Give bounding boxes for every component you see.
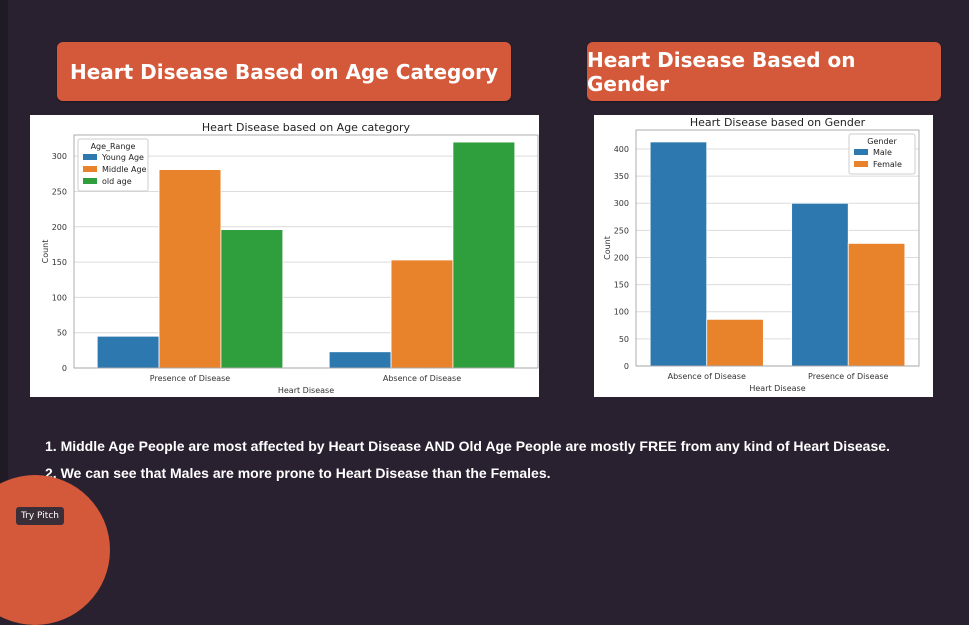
y-tick-label: 200 <box>52 223 67 232</box>
x-axis-label: Heart Disease <box>278 386 334 395</box>
chart-title: Heart Disease based on Gender <box>690 116 866 129</box>
chart-title: Heart Disease based on Age category <box>202 121 411 134</box>
legend-label: Young Age <box>101 153 144 162</box>
bar-young-age <box>328 351 392 369</box>
y-tick-label: 0 <box>62 364 67 373</box>
y-tick-label: 100 <box>52 293 67 302</box>
insight-2: 2. We can see that Males are more prone … <box>45 465 551 481</box>
legend-label: Middle Age <box>102 165 147 174</box>
bar-female <box>706 318 764 367</box>
insights-list: 1. Middle Age People are most affected b… <box>45 437 890 491</box>
bar-middle-age <box>390 259 454 369</box>
bar-male <box>649 141 708 367</box>
bar-male <box>791 202 849 367</box>
bar-female <box>847 242 906 367</box>
y-tick-label: 50 <box>619 335 629 344</box>
y-axis-label: Count <box>603 236 612 260</box>
bar-middle-age <box>158 169 222 369</box>
y-tick-label: 100 <box>614 308 629 317</box>
plot-frame <box>73 134 539 369</box>
legend-swatch <box>83 166 97 172</box>
gender-chart-svg: Heart Disease based on Gender 0 50 100 150 20… <box>603 116 920 393</box>
x-tick-label: Absence of Disease <box>383 374 461 383</box>
x-tick-label: Absence of Disease <box>668 372 746 381</box>
y-tick-label: 350 <box>614 172 629 181</box>
legend-label: Female <box>873 160 902 169</box>
legend-swatch <box>83 178 97 184</box>
bar-young-age <box>96 335 160 369</box>
gender-heading: Heart Disease Based on Gender <box>587 42 941 101</box>
age-category-heading: Heart Disease Based on Age Category <box>57 42 511 101</box>
legend-title: Age_Range <box>91 142 136 151</box>
plot-frame <box>635 129 920 367</box>
age-category-chart: Heart Disease based on Age category 0 50 10… <box>30 115 539 397</box>
x-tick-label: Presence of Disease <box>150 374 231 383</box>
y-axis-label: Count <box>41 240 50 264</box>
y-tick-label: 150 <box>52 258 67 267</box>
y-tick-label: 300 <box>52 152 67 161</box>
legend-label: Male <box>873 148 892 157</box>
left-edge-strip <box>0 0 8 533</box>
corner-decoration <box>0 475 110 625</box>
y-tick-label: 200 <box>614 253 629 262</box>
age-chart-svg: Heart Disease based on Age category 0 50 10… <box>41 121 539 395</box>
x-axis-label: Heart Disease <box>749 384 805 393</box>
y-tick-label: 50 <box>57 329 67 338</box>
y-tick-label: 250 <box>614 226 629 235</box>
y-tick-label: 400 <box>614 145 629 154</box>
x-tick-label: Presence of Disease <box>808 372 889 381</box>
legend-swatch <box>854 161 868 167</box>
y-tick-label: 150 <box>614 281 629 290</box>
bar-old-age <box>220 229 284 369</box>
legend-title: Gender <box>867 137 897 146</box>
gender-chart: Heart Disease based on Gender 0 50 100 150 20… <box>594 115 933 397</box>
legend-label: old age <box>102 177 132 186</box>
insight-1: 1. Middle Age People are most affected b… <box>45 438 890 454</box>
bar-old-age <box>452 141 516 369</box>
y-tick-label: 250 <box>52 187 67 196</box>
legend-swatch <box>854 149 868 155</box>
y-tick-label: 0 <box>624 362 629 371</box>
y-tick-label: 300 <box>614 199 629 208</box>
legend-swatch <box>83 154 97 160</box>
try-pitch-button[interactable]: Try Pitch <box>16 507 64 525</box>
